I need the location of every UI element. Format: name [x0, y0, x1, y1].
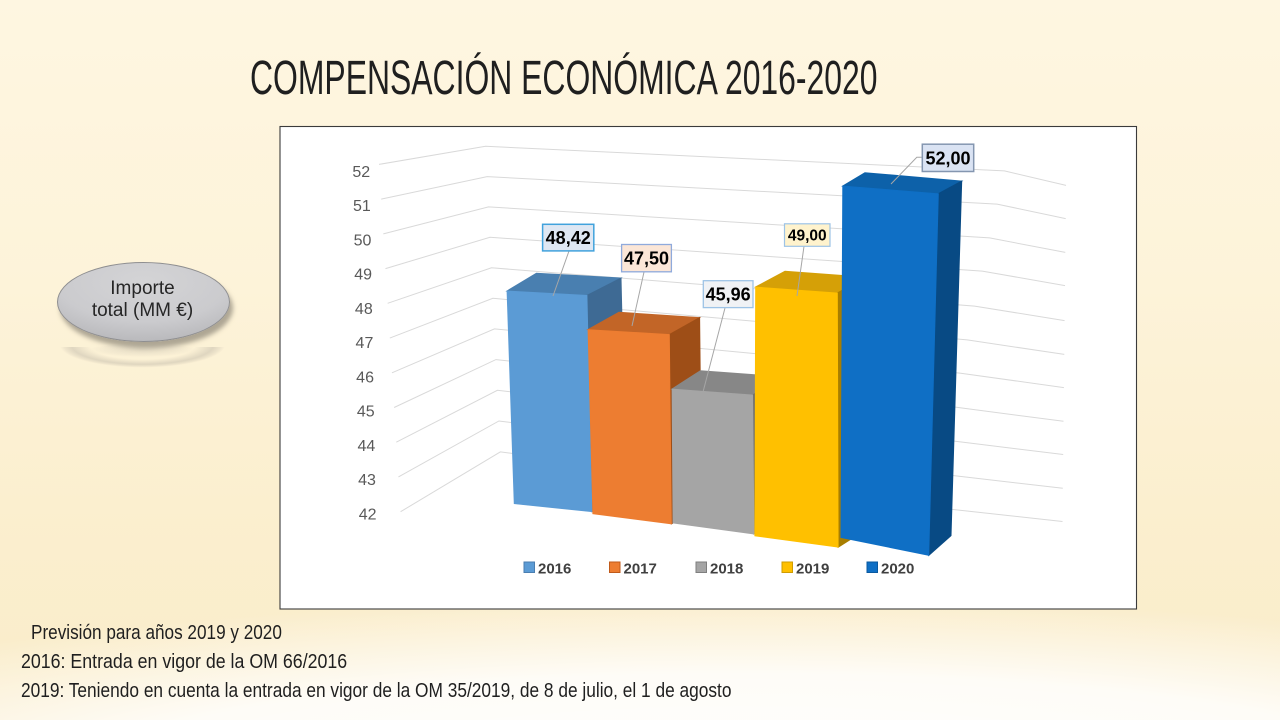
svg-text:50: 50 [354, 232, 372, 249]
svg-text:45,96: 45,96 [706, 285, 751, 305]
svg-text:46: 46 [356, 369, 374, 386]
svg-text:2017: 2017 [624, 561, 657, 578]
svg-text:44: 44 [357, 438, 375, 455]
svg-text:49,00: 49,00 [788, 228, 827, 245]
svg-text:47,50: 47,50 [624, 249, 669, 269]
svg-text:2018: 2018 [710, 561, 743, 578]
svg-text:2019: 2019 [796, 561, 829, 578]
svg-text:43: 43 [358, 472, 376, 489]
svg-text:51: 51 [353, 198, 371, 215]
svg-text:52: 52 [352, 164, 370, 181]
svg-text:42: 42 [359, 506, 377, 523]
svg-text:2020: 2020 [881, 561, 914, 578]
svg-text:47: 47 [356, 335, 374, 352]
svg-text:52,00: 52,00 [925, 148, 970, 168]
svg-text:49: 49 [354, 267, 372, 284]
svg-text:2016: 2016 [538, 561, 571, 578]
svg-text:45: 45 [357, 404, 375, 421]
svg-text:48,42: 48,42 [546, 228, 591, 248]
svg-text:48: 48 [355, 301, 373, 318]
